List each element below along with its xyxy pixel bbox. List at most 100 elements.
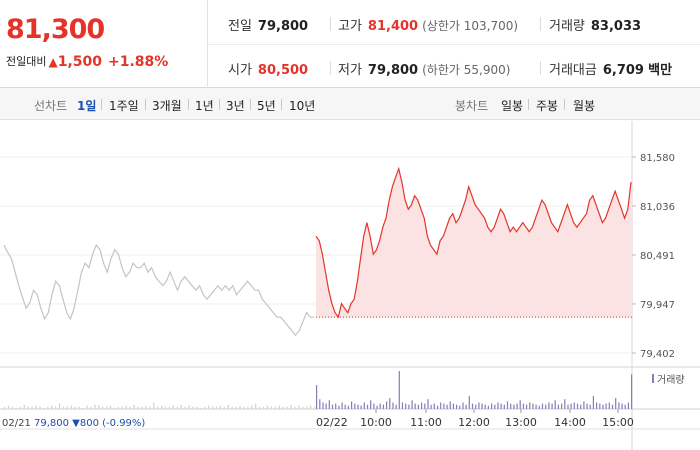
prev-volume-bar — [161, 405, 163, 409]
today-volume-bar — [573, 402, 575, 409]
today-volume-bar — [484, 404, 486, 409]
today-volume-bar — [506, 401, 509, 409]
tab-weekly-candle[interactable]: 주봉 — [536, 99, 559, 113]
x-tick-label: 15:00 — [602, 416, 634, 429]
prev-volume-bar — [11, 406, 13, 409]
prev-volume-bar — [223, 406, 225, 409]
stat-value: 81,400 — [367, 19, 419, 34]
today-volume-bar — [351, 401, 353, 409]
today-volume-bar — [462, 402, 464, 409]
line-chart-title: 선차트 — [34, 99, 68, 113]
prev-volume-bar — [129, 406, 131, 409]
stat-low: 저가 79,800 (하한가 55,900) — [338, 59, 510, 78]
today-volume-bar — [382, 404, 384, 409]
today-volume-bar — [475, 404, 477, 409]
stat-value: 79,800 — [257, 19, 309, 34]
prev-volume-bar — [157, 406, 159, 409]
tab-daily-candle[interactable]: 일봉 — [501, 99, 524, 113]
today-price-area — [316, 168, 631, 318]
today-volume-bar — [500, 403, 502, 409]
tab-10y[interactable]: 10년 — [289, 99, 316, 113]
prev-volume-bar — [259, 406, 261, 409]
today-volume-bar — [424, 403, 426, 409]
tab-3y[interactable]: 3년 — [226, 99, 245, 113]
x-tick-label: 14:00 — [554, 416, 586, 429]
prev-volume-bar — [106, 406, 108, 409]
today-volume-bar — [596, 402, 598, 409]
tab-1d[interactable]: 1일 — [77, 99, 97, 113]
prev-volume-bar — [314, 406, 316, 409]
tab-1y[interactable]: 1년 — [195, 99, 214, 113]
today-volume-bar — [459, 405, 461, 409]
today-volume-bar — [328, 400, 330, 409]
stat-trade-value: 거래대금 6,709 백만 — [549, 59, 672, 78]
x-tick-label: 10:00 — [360, 416, 392, 429]
candle-chart-title: 봉차트 — [455, 99, 489, 113]
today-volume-bar — [373, 403, 375, 409]
change-label: 전일대비 — [6, 55, 47, 68]
today-volume-bar — [395, 404, 397, 409]
prev-volume-bar — [243, 406, 245, 409]
today-volume-bar — [621, 403, 623, 409]
today-volume-bar — [538, 405, 540, 409]
divider — [540, 17, 541, 31]
prev-volume-bar — [149, 406, 151, 409]
today-volume-bar — [433, 403, 435, 409]
prev-volume-bar — [263, 406, 265, 409]
prev-volume-bar — [278, 405, 280, 409]
today-volume-bar — [408, 404, 410, 409]
today-volume-bar — [564, 399, 566, 409]
prev-volume-bar — [168, 406, 170, 409]
today-volume-bar — [478, 402, 480, 409]
prev-volume-bar — [294, 406, 296, 409]
change-value: 1,500 — [57, 54, 103, 70]
stat-sub: (하한가 55,900) — [422, 63, 511, 77]
today-volume-bar — [331, 404, 334, 409]
today-volume-bar — [545, 404, 547, 409]
tab-5y[interactable]: 5년 — [257, 99, 276, 113]
today-price-line — [315, 166, 632, 319]
today-volume-bar — [618, 402, 620, 409]
down-triangle-icon: ▼ — [69, 418, 80, 429]
prev-volume-bar — [133, 404, 135, 409]
prev-close-price: 79,800 — [31, 418, 69, 429]
prev-volume-bar — [310, 405, 312, 409]
today-volume-bar — [398, 371, 400, 409]
tab-1w[interactable]: 1주일 — [109, 99, 139, 113]
today-volume-bar — [446, 404, 448, 409]
prev-volume-bar — [247, 406, 249, 409]
today-volume-bar — [370, 400, 372, 409]
today-volume-bar — [417, 404, 419, 409]
prev-volume-bar — [55, 406, 57, 409]
chart-period-tabs: 선차트 1일 1주일 3개월 1년 3년 5년 10년 봉차트 일봉 주봉 월봉 — [0, 88, 700, 120]
prev-volume-bar — [109, 405, 112, 409]
today-volume-bar — [541, 403, 544, 409]
prev-volume-bar — [117, 406, 119, 409]
today-volume-bar — [379, 403, 381, 409]
tab-3m[interactable]: 3개월 — [152, 99, 182, 113]
today-volume-bar — [510, 403, 512, 409]
prev-volume-bar — [47, 406, 49, 409]
prev-volume-bar — [43, 407, 45, 409]
prev-volume-bar — [180, 404, 182, 409]
divider — [281, 99, 282, 110]
today-volume-bar — [497, 402, 499, 409]
prev-volume-bar — [86, 405, 88, 409]
prev-volume-bar — [31, 406, 33, 409]
prev-volume-bar — [90, 406, 92, 409]
today-volume-bar — [557, 404, 559, 409]
divider — [330, 17, 331, 31]
tab-monthly-candle[interactable]: 월봉 — [573, 99, 596, 113]
header-divider — [208, 44, 700, 45]
prev-volume-bar — [227, 404, 229, 409]
today-volume-bar — [452, 403, 454, 409]
today-volume-bar — [481, 403, 483, 409]
prev-volume-bar — [4, 406, 6, 409]
intraday-price-chart[interactable]: 81,580 81,036 80,491 79,947 79,402 거래량 10:00 11… — [0, 121, 700, 450]
upper-limit-label: 상한가 — [426, 19, 460, 33]
prev-volume-bar — [141, 406, 143, 409]
prev-day-summary: 02/21 79,800 ▼800 (-0.99%) — [2, 418, 145, 429]
today-volume-bar — [494, 404, 496, 409]
today-volume-bar — [322, 402, 324, 409]
today-volume-bar — [414, 403, 416, 409]
